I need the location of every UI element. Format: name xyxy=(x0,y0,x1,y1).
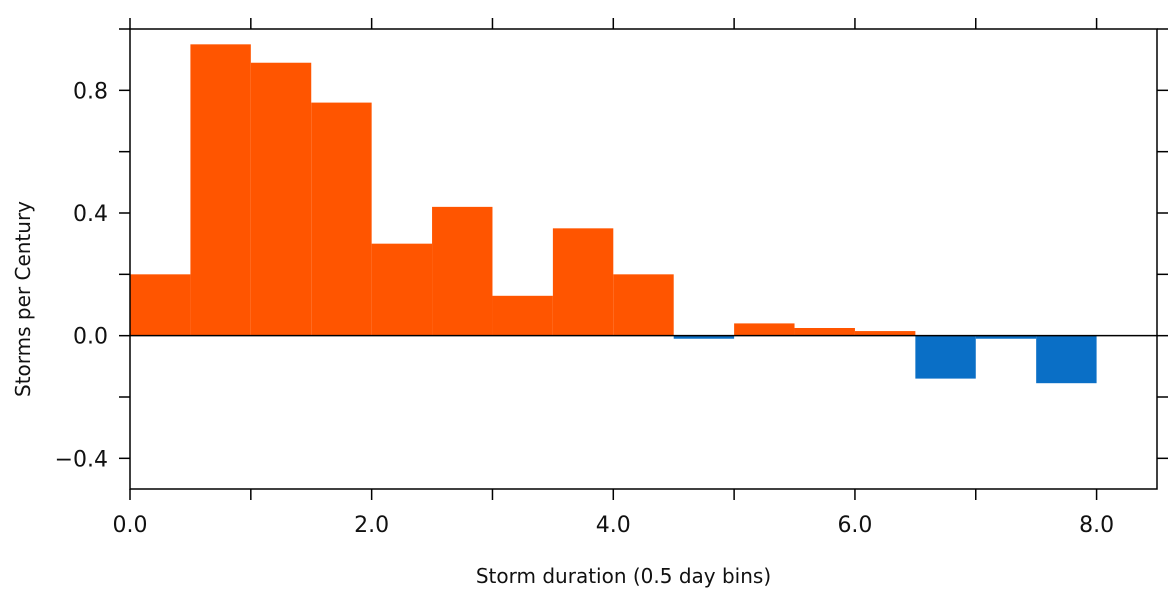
y-tick-label: 0.8 xyxy=(73,79,108,104)
histogram-bar xyxy=(190,44,251,336)
plot-frame xyxy=(129,28,1158,490)
histogram-bar xyxy=(432,206,493,336)
histogram-bar xyxy=(492,295,553,336)
histogram-bar xyxy=(915,335,976,379)
histogram-bar xyxy=(311,102,372,336)
x-tick-label: 0.0 xyxy=(113,513,148,538)
histogram-bar xyxy=(734,323,795,336)
bars-group xyxy=(130,44,1097,384)
x-axis-title: Storm duration (0.5 day bins) xyxy=(476,564,771,588)
histogram-bar xyxy=(1036,335,1097,384)
x-tick-label: 8.0 xyxy=(1079,513,1114,538)
y-axis-title: Storms per Century xyxy=(11,201,35,397)
x-tick-label: 6.0 xyxy=(837,513,872,538)
y-tick-label: 0.4 xyxy=(73,202,108,227)
histogram-bar xyxy=(673,335,735,339)
x-tick-label: 4.0 xyxy=(596,513,631,538)
y-tick-label: −0.4 xyxy=(55,447,108,472)
histogram-bar xyxy=(613,274,674,336)
x-tick-label: 2.0 xyxy=(354,513,389,538)
histogram-bar xyxy=(250,62,312,336)
y-tick-label: 0.0 xyxy=(73,325,108,350)
tick-labels-group: 0.0 2.0 4.0 6.0 8.0 −0.4 0.0 0.4 0.8 xyxy=(55,79,1115,538)
histogram-bar xyxy=(552,228,614,336)
histogram-bar xyxy=(975,335,1037,339)
histogram-bar xyxy=(854,331,916,336)
histogram-bar xyxy=(130,274,191,336)
ticks-group xyxy=(119,18,1168,500)
histogram-bar xyxy=(371,243,433,336)
histogram-bar xyxy=(794,328,855,336)
